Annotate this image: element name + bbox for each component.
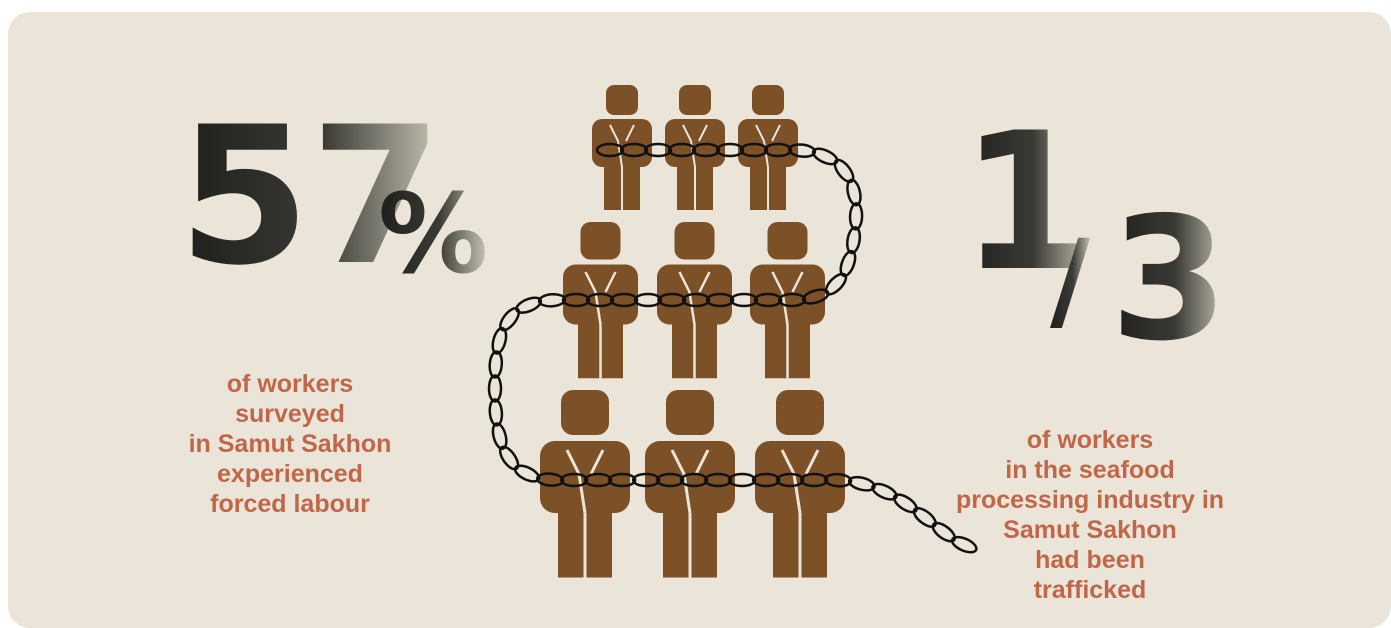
chain-link	[753, 292, 783, 308]
chain-link	[727, 472, 757, 488]
chain-link	[585, 292, 615, 308]
chain-link	[487, 374, 503, 403]
chain-link	[763, 142, 793, 158]
chain-link	[655, 472, 685, 488]
chain-link	[787, 143, 817, 158]
chain-link	[609, 292, 639, 308]
stat-number: 57	[178, 86, 442, 307]
chain-link	[871, 482, 898, 501]
chain-link	[846, 226, 862, 255]
caption-line: trafficked	[1034, 576, 1147, 604]
chain-link	[715, 142, 745, 158]
chain-link	[950, 535, 978, 554]
chain-link	[703, 472, 733, 488]
chain-link	[839, 249, 857, 278]
caption-line: forced labour	[210, 490, 370, 518]
caption-line: surveyed	[235, 400, 345, 428]
chain-link	[691, 142, 721, 158]
caption-line: processing industry in	[956, 486, 1224, 514]
chain	[487, 142, 978, 554]
chain-link	[679, 472, 709, 488]
caption-line: Samut Sakhon	[1003, 516, 1177, 544]
chain-link	[777, 292, 807, 308]
chain-link	[892, 493, 919, 514]
chain-link	[488, 398, 504, 427]
chain-link	[824, 272, 848, 296]
chain-link	[751, 472, 781, 488]
caption-line: of workers	[1027, 426, 1153, 454]
chain-link	[491, 422, 508, 451]
chain-link	[559, 472, 589, 488]
chain-link	[595, 142, 625, 158]
caption-line: of workers	[227, 370, 353, 398]
chain-link	[729, 292, 759, 308]
chain-link	[833, 158, 855, 184]
chain-link	[811, 147, 839, 166]
chain-link	[643, 142, 673, 158]
chain-link	[705, 292, 735, 308]
caption-line: experienced	[217, 460, 363, 488]
chain-link	[667, 142, 697, 158]
chain-link	[498, 445, 520, 471]
caption-line: in Samut Sakhon	[189, 430, 392, 458]
caption-line: had been	[1035, 546, 1145, 574]
chain-link	[847, 475, 876, 492]
chain-link	[681, 292, 711, 308]
chain-link	[846, 178, 862, 207]
chain-link	[799, 472, 829, 488]
chain-link	[535, 472, 565, 487]
chain-link	[513, 464, 541, 483]
stat-slash: /	[1050, 216, 1091, 344]
chain-link	[848, 202, 864, 231]
chain-link	[488, 350, 504, 379]
stat-denominator: 3	[1110, 181, 1228, 379]
stat-numerator: 1	[960, 92, 1092, 313]
chain-link	[631, 472, 661, 488]
stat-unit: %	[378, 170, 488, 298]
chain-link	[491, 326, 508, 355]
chain-link	[561, 292, 591, 308]
chain-link	[739, 142, 769, 158]
chain-link	[619, 142, 649, 158]
chain-link	[801, 288, 830, 305]
chain-link	[775, 472, 805, 488]
chain-link	[583, 472, 613, 488]
chain-link	[657, 292, 687, 308]
chain-link	[515, 296, 543, 314]
chain-link	[633, 292, 663, 308]
chain-link	[823, 472, 853, 488]
chain-link	[912, 506, 937, 528]
chain-link	[931, 521, 957, 543]
caption-line: in the seafood	[1005, 456, 1174, 484]
chain-link	[607, 472, 637, 488]
chain-link	[499, 307, 521, 332]
chain-link	[537, 292, 567, 308]
